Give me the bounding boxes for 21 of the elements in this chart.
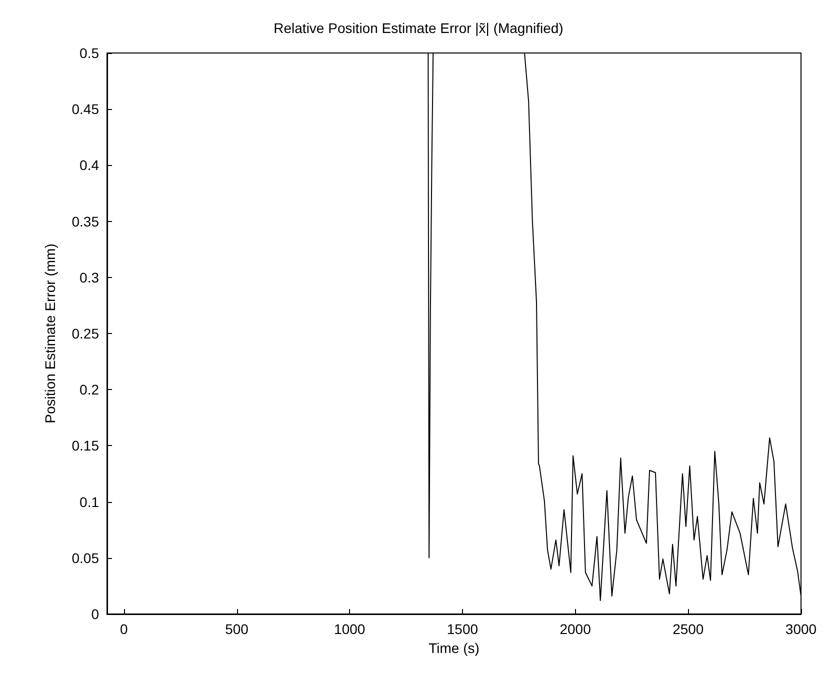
x-tick-label: 2000 — [560, 621, 592, 637]
y-tick-label: 0.5 — [80, 45, 100, 61]
x-tick-label: 1000 — [334, 621, 366, 637]
y-tick-label: 0.05 — [72, 550, 100, 566]
x-axis-title: Time (s) — [428, 640, 480, 656]
x-tick-label: 3000 — [785, 621, 817, 637]
y-axis-title: Position Estimate Error (mm) — [42, 244, 58, 424]
y-tick-label: 0.45 — [72, 101, 100, 118]
x-tick-label: 0 — [120, 621, 128, 637]
y-tick-label: 0 — [91, 606, 100, 622]
y-tick-label: 0.4 — [80, 157, 100, 174]
y-tick-label: 0.25 — [72, 326, 100, 342]
y-tick-label: 0.35 — [72, 213, 100, 230]
y-tick-label: 0.15 — [72, 438, 100, 454]
chart-title: Relative Position Estimate Error |x̃| (Magnified) — [274, 20, 564, 36]
x-tick-label: 1500 — [446, 621, 478, 637]
y-tick-label: 0.3 — [80, 269, 100, 286]
y-tick-label: 0.1 — [80, 494, 100, 510]
y-tick-label: 0.2 — [80, 382, 100, 398]
x-tick-label: 500 — [225, 621, 249, 637]
x-tick-label: 2500 — [672, 621, 704, 637]
